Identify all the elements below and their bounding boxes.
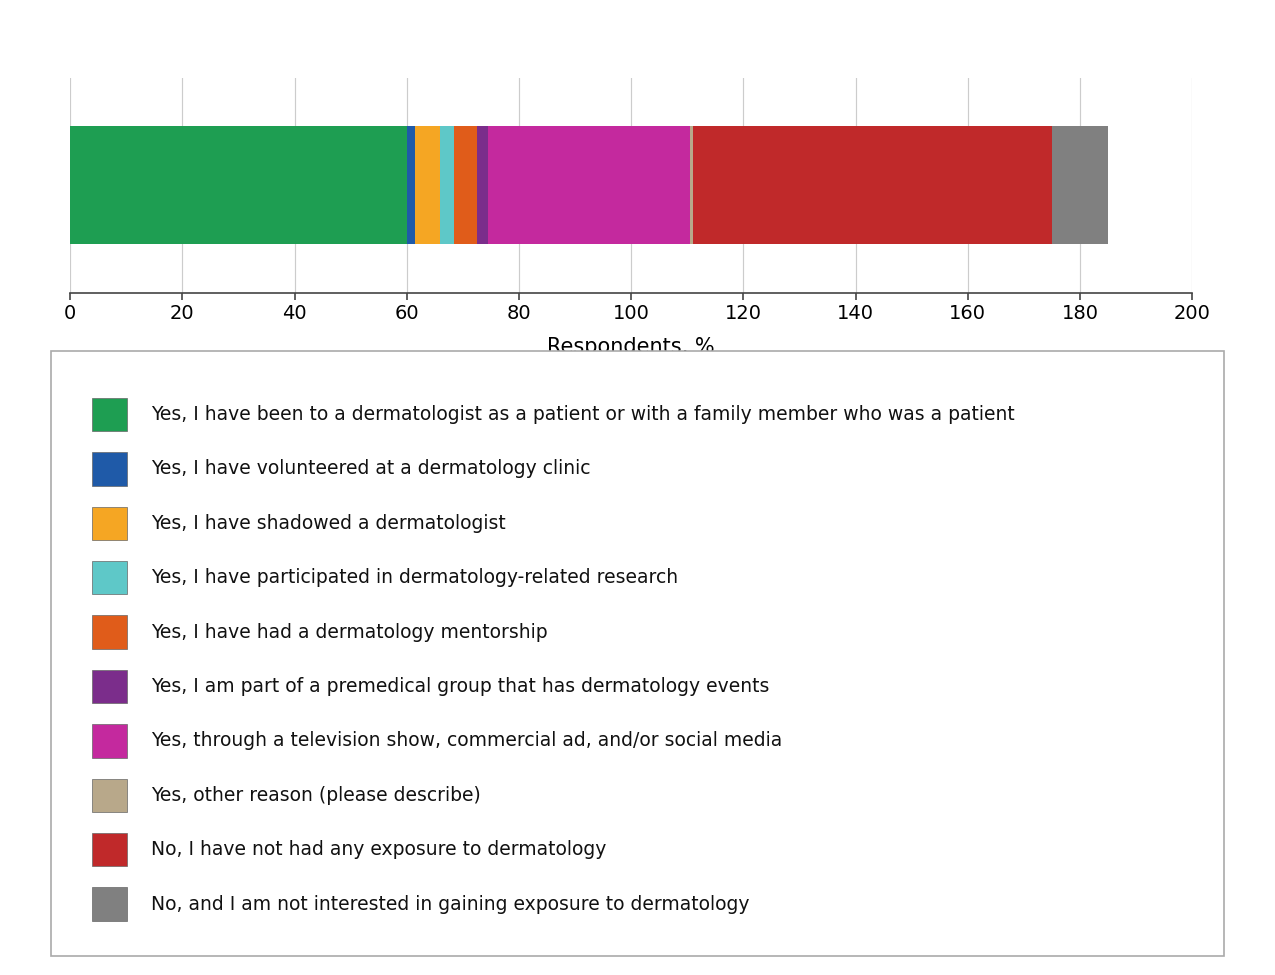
Text: No, and I am not interested in gaining exposure to dermatology: No, and I am not interested in gaining e… xyxy=(150,895,750,914)
FancyBboxPatch shape xyxy=(92,615,128,648)
Bar xyxy=(407,127,416,244)
Bar xyxy=(488,127,690,244)
Text: Yes, I have volunteered at a dermatology clinic: Yes, I have volunteered at a dermatology… xyxy=(150,459,590,479)
FancyBboxPatch shape xyxy=(92,561,128,595)
FancyBboxPatch shape xyxy=(92,887,128,920)
Text: Yes, other reason (please describe): Yes, other reason (please describe) xyxy=(150,786,481,804)
Bar xyxy=(690,127,692,244)
Text: Yes, I have had a dermatology mentorship: Yes, I have had a dermatology mentorship xyxy=(150,623,547,642)
X-axis label: Respondents, %: Respondents, % xyxy=(547,337,715,357)
Bar xyxy=(70,127,407,244)
FancyBboxPatch shape xyxy=(92,507,128,540)
Text: Yes, I have been to a dermatologist as a patient or with a family member who was: Yes, I have been to a dermatologist as a… xyxy=(150,405,1015,424)
Text: Yes, through a television show, commercial ad, and/or social media: Yes, through a television show, commerci… xyxy=(150,731,782,751)
FancyBboxPatch shape xyxy=(51,351,1224,956)
Bar xyxy=(416,127,440,244)
Bar xyxy=(1052,127,1108,244)
Bar xyxy=(454,127,477,244)
Text: No, I have not had any exposure to dermatology: No, I have not had any exposure to derma… xyxy=(150,840,606,859)
Text: Yes, I have shadowed a dermatologist: Yes, I have shadowed a dermatologist xyxy=(150,514,505,532)
Bar xyxy=(692,127,1052,244)
FancyBboxPatch shape xyxy=(92,398,128,431)
FancyBboxPatch shape xyxy=(92,833,128,867)
Text: Yes, I am part of a premedical group that has dermatology events: Yes, I am part of a premedical group tha… xyxy=(150,677,769,696)
Bar xyxy=(477,127,488,244)
FancyBboxPatch shape xyxy=(92,724,128,758)
FancyBboxPatch shape xyxy=(92,452,128,486)
Text: Yes, I have participated in dermatology-related research: Yes, I have participated in dermatology-… xyxy=(150,568,678,587)
Bar xyxy=(440,127,454,244)
FancyBboxPatch shape xyxy=(92,670,128,703)
FancyBboxPatch shape xyxy=(92,779,128,812)
